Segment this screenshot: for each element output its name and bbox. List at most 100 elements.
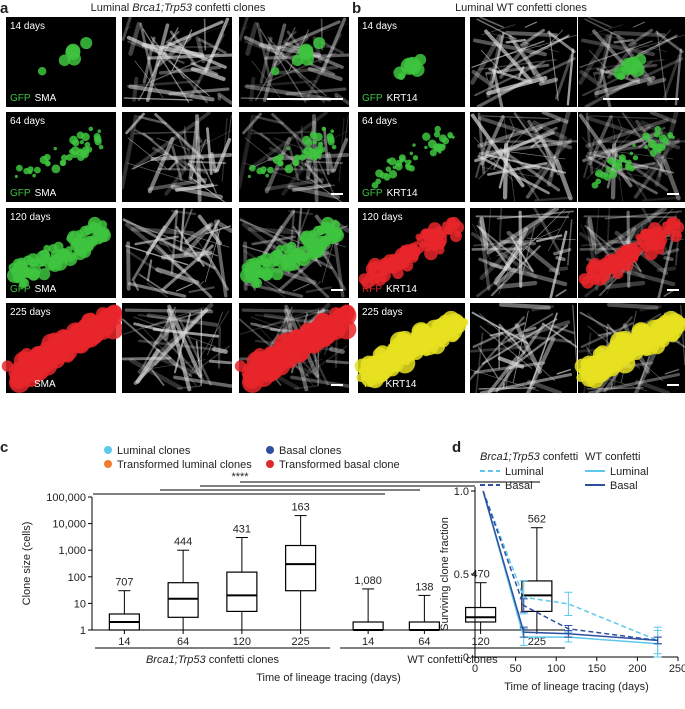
tissue-fibre — [662, 54, 681, 100]
tissue-fibre — [588, 115, 613, 166]
clone-cell — [617, 356, 626, 365]
clone-cell — [79, 139, 84, 145]
x-axis-title: Time of lineage tracing (days) — [504, 681, 649, 693]
tissue-fibre — [654, 109, 679, 187]
y-axis-title: Clone size (cells) — [21, 522, 33, 606]
tissue-fibre — [471, 69, 500, 92]
legend-label: Luminal — [610, 466, 649, 478]
tissue-fibre — [142, 36, 156, 84]
tissue-fibre — [190, 62, 219, 76]
tissue-fibre — [322, 252, 346, 291]
tissue-fibre — [567, 219, 573, 266]
panel-label: a — [0, 0, 9, 17]
tissue-fibre — [263, 282, 285, 298]
micrograph: 64 days GFP SMA — [6, 112, 116, 202]
clone-cell — [97, 129, 102, 134]
stain-name: KRT14 — [386, 284, 417, 295]
count-label: 470 — [471, 569, 489, 581]
tissue-fibre — [535, 138, 572, 177]
clone-cell — [94, 229, 109, 243]
clone-cell — [404, 159, 408, 163]
tissue-fibre — [488, 67, 533, 84]
tissue-fibre — [481, 318, 558, 365]
tissue-fibre — [198, 38, 227, 55]
tissue-fibre — [155, 244, 213, 299]
tissue-fibre — [292, 65, 326, 104]
tissue-fibre — [610, 150, 674, 160]
image-background — [470, 208, 577, 298]
tissue-fibre — [139, 22, 154, 77]
micrograph — [470, 16, 577, 109]
error-bar — [519, 626, 528, 638]
tissue-fibre — [527, 379, 563, 395]
clone-cell — [271, 268, 284, 281]
tissue-fibre — [587, 216, 597, 249]
tissue-fibre — [617, 118, 623, 129]
tissue-fibre — [208, 359, 232, 365]
count-label: 707 — [115, 577, 133, 589]
tissue-fibre — [624, 166, 648, 200]
tissue-fibre — [471, 311, 529, 345]
clone-cell — [635, 233, 643, 241]
clone-cell — [375, 178, 382, 185]
clone-cell — [315, 152, 320, 157]
clone-cell — [321, 223, 332, 234]
clone-cell — [240, 268, 255, 283]
tissue-fibre — [498, 323, 526, 354]
clone-cell — [636, 328, 644, 336]
tissue-fibre — [611, 114, 623, 202]
group-label-part: confetti clones — [206, 654, 280, 666]
tissue-fibre — [520, 28, 545, 47]
tissue-fibre — [152, 146, 209, 175]
x-tick-label: 64 — [177, 636, 189, 648]
legend-label: Basal — [610, 480, 638, 492]
x-tick-label: 225 — [291, 636, 309, 648]
tissue-fibre — [227, 114, 232, 139]
tissue-fibre — [284, 23, 349, 46]
tissue-fibre — [152, 355, 204, 377]
clone-cell — [298, 43, 314, 59]
tissue-fibre — [120, 114, 138, 190]
tissue-fibre — [534, 196, 572, 202]
clone-cell — [386, 158, 392, 164]
tissue-fibre — [251, 235, 296, 246]
count-label: 1,080 — [354, 575, 382, 587]
tissue-fibre — [256, 22, 271, 77]
tissue-fibre — [594, 206, 667, 255]
tissue-fibre — [126, 162, 209, 189]
y-tick-label: 100,000 — [46, 492, 86, 504]
error-bar — [564, 629, 573, 638]
clone-cell — [605, 166, 612, 172]
tissue-fibre — [262, 308, 329, 329]
clone-cell — [423, 327, 439, 344]
tissue-fibre — [579, 40, 653, 68]
clone-cell — [614, 162, 623, 171]
tissue-fibre — [189, 176, 225, 203]
tissue-fibre — [518, 66, 525, 78]
clone-cell — [234, 360, 247, 372]
tissue-fibre — [144, 359, 206, 370]
timepoint-label: 120 days — [10, 212, 51, 223]
clone-cell — [92, 333, 101, 341]
tissue-fibre — [507, 320, 571, 343]
tissue-fibre — [472, 322, 526, 349]
tissue-fibre — [480, 34, 577, 63]
tissue-fibre — [580, 223, 599, 260]
clone-cell — [360, 355, 378, 373]
clone-cell — [84, 141, 91, 148]
clone-cell — [26, 253, 40, 267]
panel-label: d — [452, 439, 461, 456]
y-axis-title: Surviving clone fraction — [439, 517, 451, 631]
tissue-fibre — [238, 15, 249, 41]
clone-cell — [306, 337, 323, 354]
micrograph — [122, 207, 234, 299]
clone-cell — [617, 72, 625, 81]
tissue-fibre — [188, 286, 215, 294]
clone-cell — [58, 250, 71, 263]
tissue-fibre — [126, 80, 201, 88]
tissue-fibre — [584, 79, 636, 109]
y-tick-label: 10 — [74, 598, 86, 610]
clone-cell — [43, 153, 51, 161]
tissue-fibre — [306, 176, 342, 203]
tissue-fibre — [589, 50, 610, 73]
